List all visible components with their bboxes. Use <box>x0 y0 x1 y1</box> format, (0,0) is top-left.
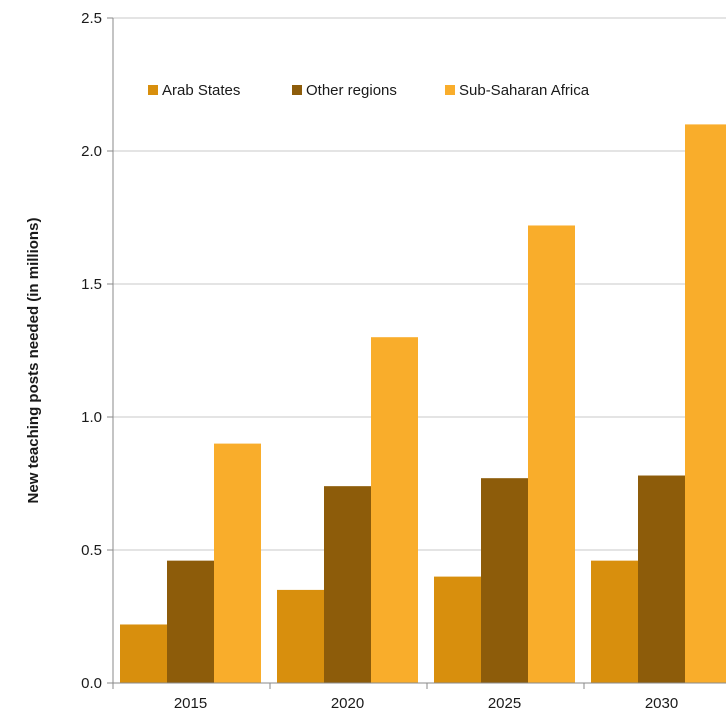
bar-other-regions-2020 <box>324 486 371 683</box>
legend-swatch <box>148 85 158 95</box>
y-tick-label: 1.5 <box>81 276 102 293</box>
legend-swatch <box>445 85 455 95</box>
y-tick-label: 0.5 <box>81 542 102 559</box>
y-axis-label: New teaching posts needed (in millions) <box>25 218 42 504</box>
legend-label: Sub-Saharan Africa <box>459 82 590 99</box>
x-tick-labels: 2015 2020 2025 2030 <box>112 683 678 712</box>
x-tick-label: 2020 <box>331 695 364 712</box>
legend: Arab States Other regions Sub-Saharan Afri… <box>148 82 590 99</box>
y-tick-labels: 0.0 0.5 1.0 1.5 2.0 2.5 <box>81 10 102 692</box>
x-tick-label: 2030 <box>645 695 678 712</box>
bar-sub-saharan-africa-2025 <box>528 225 575 684</box>
bar-arab-states-2020 <box>277 589 324 683</box>
y-tick-label: 2.5 <box>81 10 102 27</box>
bar-sub-saharan-africa-2030 <box>685 124 726 683</box>
bar-arab-states-2030 <box>591 560 638 683</box>
x-tick-label: 2015 <box>174 695 207 712</box>
legend-swatch <box>292 85 302 95</box>
y-tick-label: 1.0 <box>81 409 102 426</box>
bar-sub-saharan-africa-2015 <box>214 443 261 683</box>
y-tick-label: 2.0 <box>81 143 102 160</box>
bar-arab-states-2015 <box>120 624 167 683</box>
bar-sub-saharan-africa-2020 <box>371 337 418 683</box>
legend-label: Arab States <box>162 82 240 99</box>
bar-arab-states-2025 <box>434 576 481 683</box>
y-tick-label: 0.0 <box>81 675 102 692</box>
bar-other-regions-2015 <box>167 560 214 683</box>
bar-other-regions-2025 <box>481 478 528 683</box>
legend-label: Other regions <box>306 82 397 99</box>
bars <box>120 124 726 684</box>
bar-other-regions-2030 <box>638 475 685 683</box>
x-tick-label: 2025 <box>488 695 521 712</box>
